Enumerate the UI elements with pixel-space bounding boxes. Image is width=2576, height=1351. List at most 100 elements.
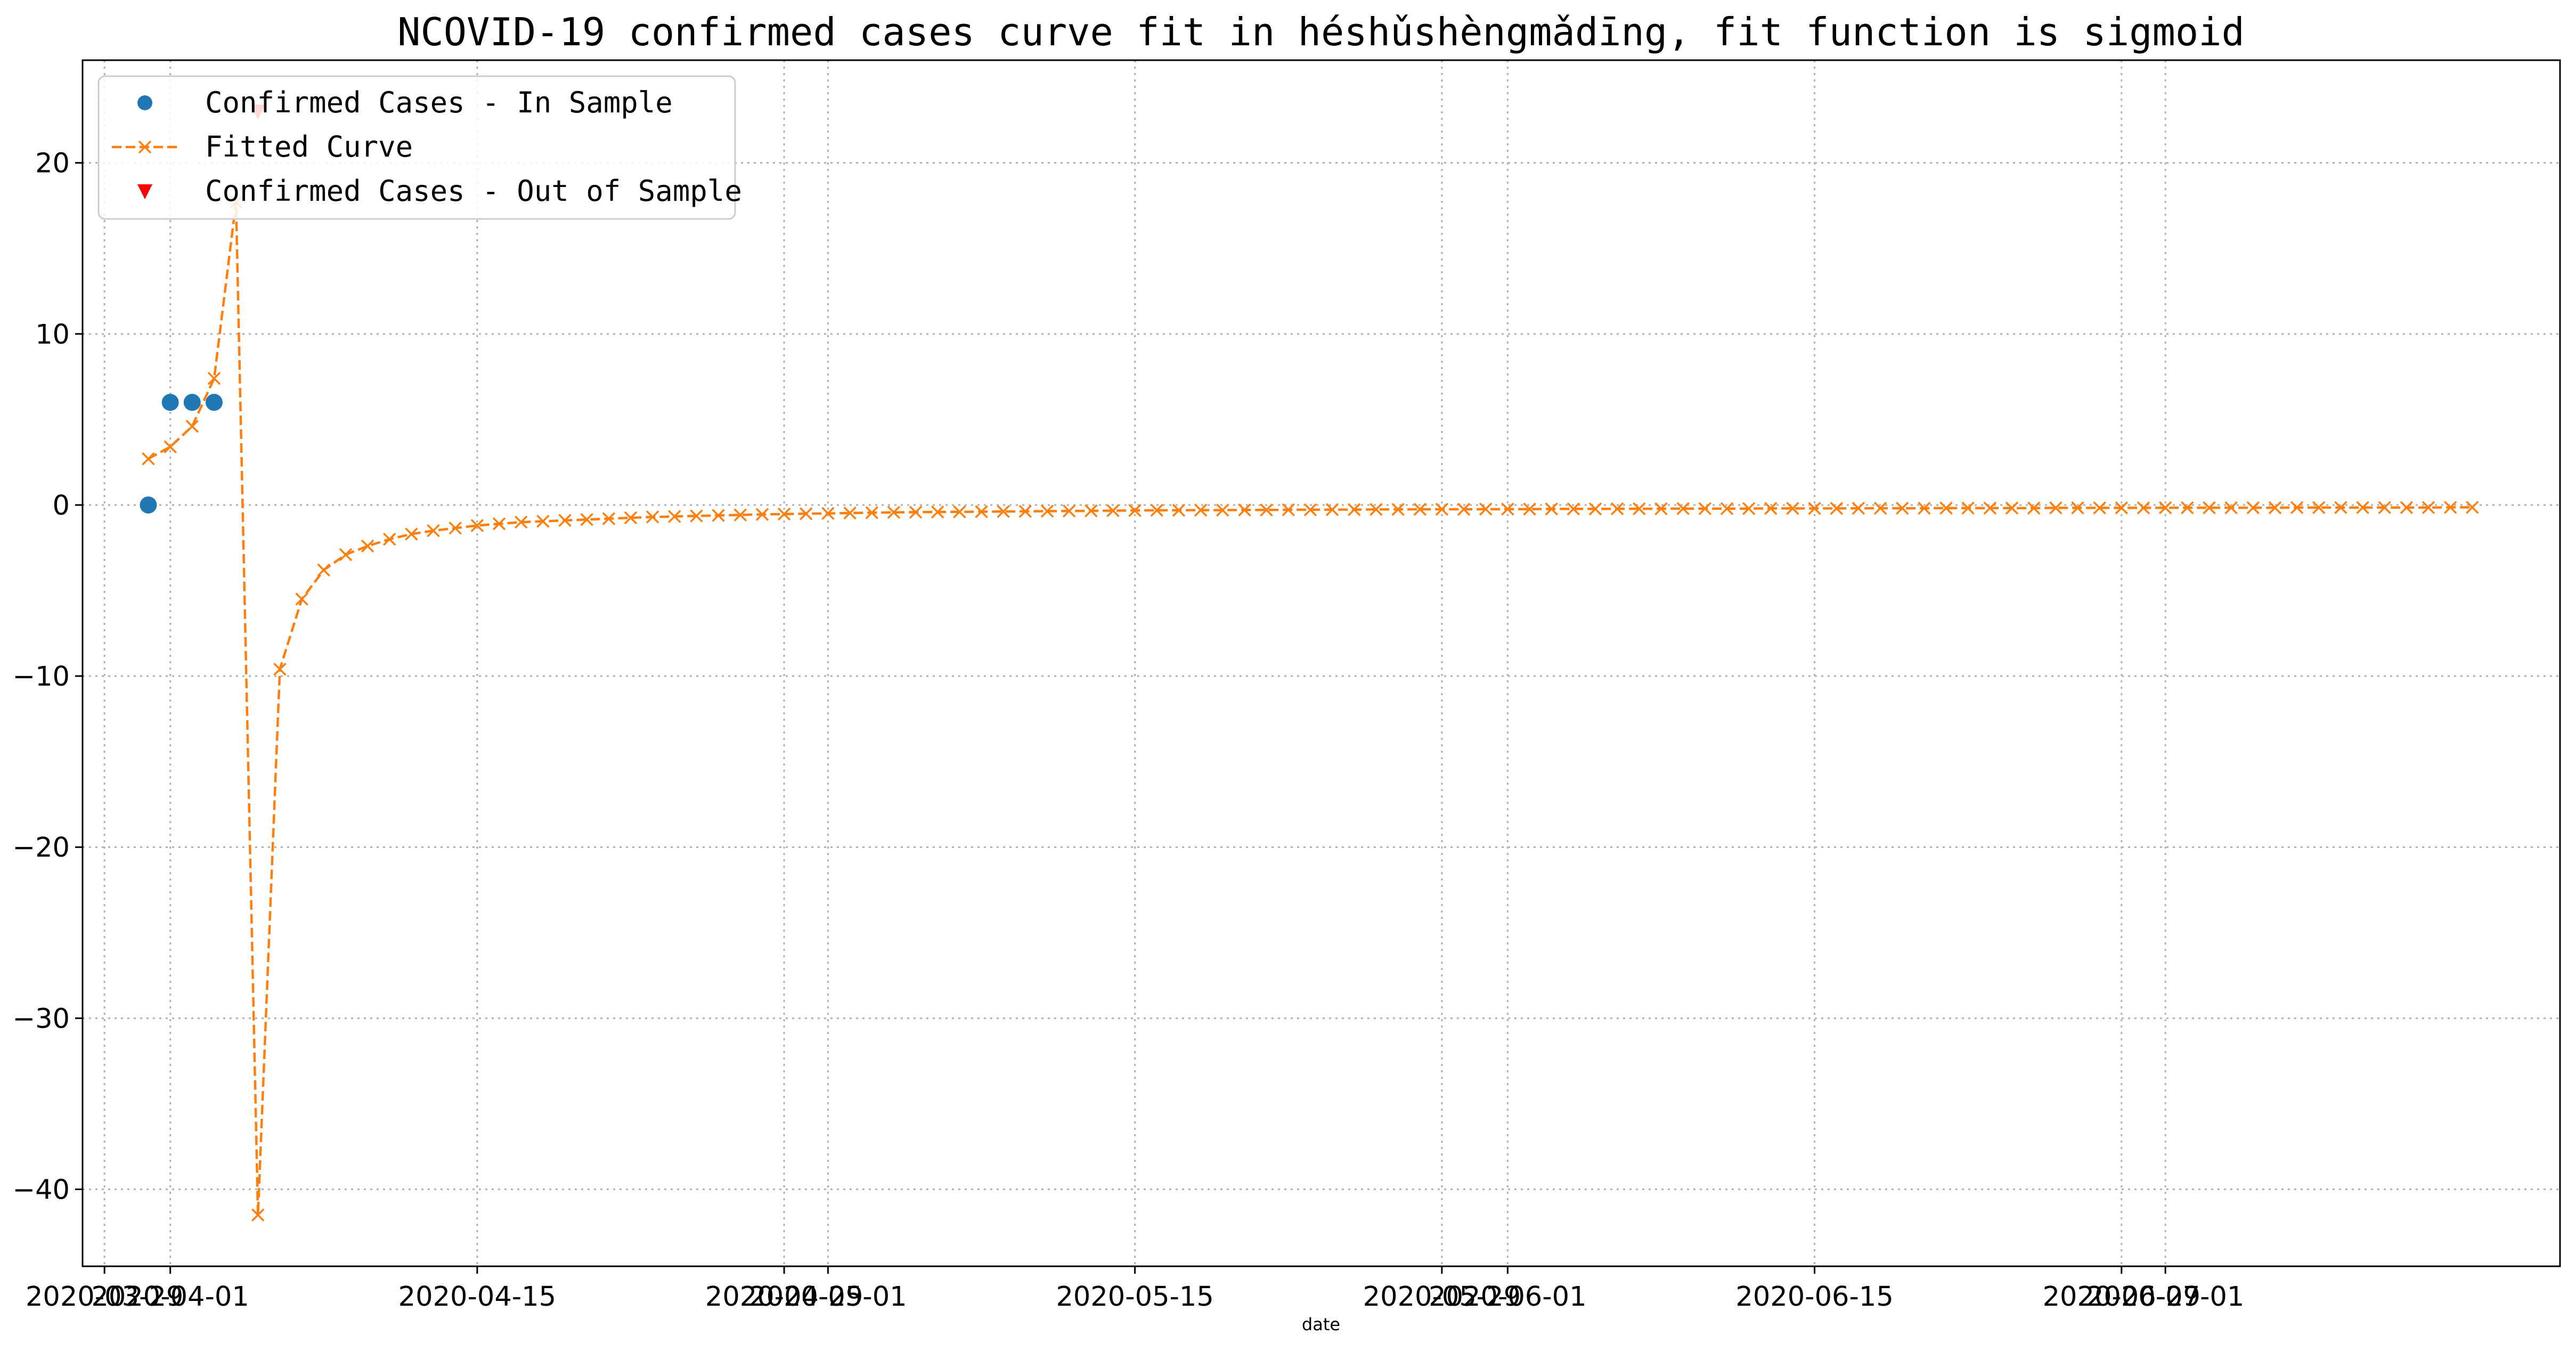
x-tick-label: 2020-05-29 — [1363, 1281, 1521, 1313]
fitted-curve-marker — [1545, 502, 1558, 516]
fitted-curve-marker — [2443, 501, 2457, 514]
legend-in-sample-marker — [137, 95, 152, 110]
x-tick-label: 2020-05-15 — [1056, 1281, 1213, 1313]
x-tick-label: 2020-05-01 — [749, 1281, 907, 1313]
fitted-curve-marker — [405, 527, 418, 541]
fitted-curve-marker — [492, 517, 506, 531]
fitted-curve-marker — [1852, 501, 1865, 515]
fitted-curve-marker — [295, 592, 308, 606]
fitted-curve-marker — [317, 563, 330, 577]
y-tick-label: −30 — [12, 1003, 70, 1035]
fitted-curve-marker — [185, 419, 199, 433]
fitted-curve-marker — [1808, 502, 1821, 515]
in-sample-point — [183, 394, 201, 411]
in-sample-point — [161, 394, 179, 411]
fitted-curve-marker — [953, 505, 966, 519]
fitted-curve-marker — [843, 506, 857, 520]
fitted-curve-marker — [382, 532, 396, 546]
legend: Confirmed Cases - In Sample Fitted Curve C… — [97, 75, 742, 220]
fitted-curve-marker — [1216, 503, 1229, 517]
y-tick-label: 10 — [35, 319, 70, 351]
fitted-curve-marker — [777, 507, 791, 521]
fitted-curve-marker — [1435, 502, 1449, 516]
chart-title: NCOVID-19 confirmed cases curve fit in h… — [397, 10, 2245, 54]
x-tick-label: 2020-04-29 — [705, 1281, 863, 1313]
fitted-curve-marker — [2290, 501, 2304, 515]
fitted-curve-marker — [2093, 501, 2106, 515]
fitted-curve-marker — [1501, 502, 1514, 516]
fitted-curve-marker — [1918, 501, 1931, 515]
x-tick-label: 2020-07-01 — [2086, 1281, 2244, 1313]
fitted-curve-marker — [712, 509, 725, 522]
legend-box — [97, 75, 736, 220]
fitted-curve-marker — [1939, 501, 1953, 515]
fitted-curve-marker — [1128, 503, 1142, 517]
fitted-curve-marker — [997, 504, 1010, 518]
fitted-curve-marker — [1457, 502, 1471, 516]
grid — [83, 60, 2560, 1266]
fitted-curve-marker — [2181, 501, 2194, 515]
fitted-curve-marker — [361, 539, 374, 553]
in-sample-point — [205, 394, 223, 411]
fitted-curve-marker — [142, 452, 155, 466]
fitted-curve-marker — [690, 509, 703, 523]
fitted-curve-marker — [2334, 501, 2347, 515]
legend-out-of-sample-marker — [137, 184, 152, 199]
fitted-curve-marker — [2203, 501, 2216, 515]
legend-label: Confirmed Cases - Out of Sample — [205, 174, 742, 208]
fitted-curve-marker — [1764, 502, 1778, 515]
fitted-curve-marker — [1238, 503, 1251, 517]
fitted-curve-marker — [1150, 503, 1164, 517]
legend-label: Confirmed Cases - In Sample — [205, 86, 673, 119]
fitted-curve-marker — [1194, 503, 1208, 517]
fitted-curve-marker — [2268, 501, 2282, 515]
fitted-curve-marker — [273, 663, 287, 676]
fitted-curve-marker — [2071, 501, 2084, 515]
y-tick-label: 20 — [35, 148, 70, 180]
fitted-curve-marker — [1786, 502, 1799, 515]
fitted-curve-marker — [514, 515, 528, 529]
fitted-curve-marker — [2115, 501, 2129, 515]
y-tick-label: −10 — [12, 661, 70, 693]
fitted-curve-marker — [2378, 501, 2391, 515]
fitted-curve-marker — [1698, 502, 1712, 515]
fitted-curve-marker — [558, 514, 572, 527]
fitted-curve-marker — [1523, 502, 1536, 516]
x-tick-label: 2020-04-01 — [91, 1281, 249, 1313]
fitted-curve-marker — [1720, 502, 1734, 515]
in-sample-point — [140, 496, 157, 514]
fitted-curve-marker — [1588, 502, 1602, 516]
plot-frame — [81, 59, 2561, 1267]
fitted-curve-marker — [909, 506, 923, 519]
fitted-curve-marker — [2246, 501, 2260, 515]
fitted-curve-marker — [1633, 502, 1646, 516]
fitted-curve-marker — [1303, 503, 1317, 517]
fitted-curve-marker — [2312, 501, 2326, 515]
fitted-curve-marker — [2224, 501, 2238, 515]
fitted-curve-marker — [1062, 504, 1076, 518]
fitted-curve-marker — [2466, 501, 2479, 514]
fitted-curve-marker — [1085, 504, 1098, 518]
fitted-curve-marker — [207, 372, 221, 385]
y-tick-label: −40 — [12, 1174, 70, 1206]
fitted-curve-marker — [2356, 501, 2369, 515]
fitted-curve-marker — [164, 440, 177, 454]
fitted-curve-marker — [975, 505, 988, 518]
fitted-curve-marker — [887, 506, 901, 519]
fitted-curve-marker — [1348, 503, 1361, 516]
x-tick-label: 2020-06-15 — [1735, 1281, 1893, 1313]
fitted-curve-marker — [2049, 501, 2063, 515]
fitted-curve-marker — [624, 511, 638, 525]
fitted-curve-marker — [1895, 501, 1909, 515]
fitted-curve-marker — [470, 519, 484, 532]
fitted-curve-marker — [1282, 503, 1295, 517]
fitted-curve-marker — [1172, 503, 1186, 517]
y-axis: 20 10 0 −10 −20 −30 −40 — [12, 148, 83, 1206]
fitted-curve-marker — [1260, 503, 1273, 517]
x-axis-label: date — [1302, 1314, 1340, 1334]
fitted-curve-marker — [1018, 504, 1032, 518]
fitted-curve-marker — [2005, 501, 2019, 515]
y-tick-label: −20 — [12, 832, 70, 864]
